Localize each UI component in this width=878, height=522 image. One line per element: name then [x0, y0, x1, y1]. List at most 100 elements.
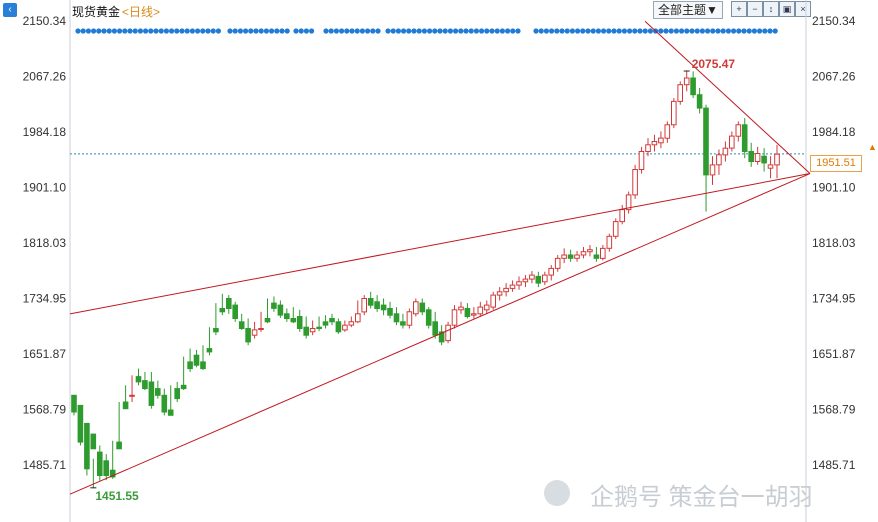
candle-body[interactable] [71, 394, 77, 413]
trendline[interactable] [644, 20, 811, 174]
event-dot[interactable] [243, 28, 249, 34]
event-dot[interactable] [757, 28, 763, 34]
candle-body[interactable] [561, 254, 567, 259]
candle-body[interactable] [458, 306, 464, 311]
event-dot[interactable] [85, 28, 91, 34]
event-dot[interactable] [143, 28, 149, 34]
candle-body[interactable] [413, 301, 419, 315]
event-dot[interactable] [611, 28, 617, 34]
candle-body[interactable] [464, 308, 471, 317]
zoom-out-icon[interactable]: − [747, 1, 763, 17]
event-dot[interactable] [344, 28, 350, 34]
candle-body[interactable] [226, 298, 232, 309]
event-dot[interactable] [96, 28, 102, 34]
event-dot[interactable] [117, 28, 123, 34]
event-dot[interactable] [720, 28, 726, 34]
candle-body[interactable] [651, 141, 658, 146]
event-dot[interactable] [174, 28, 180, 34]
event-dot[interactable] [432, 28, 438, 34]
candle-body[interactable] [567, 254, 574, 259]
event-dot[interactable] [710, 28, 716, 34]
candle-body[interactable] [232, 304, 238, 320]
event-dot[interactable] [442, 28, 448, 34]
event-dot[interactable] [411, 28, 417, 34]
candle-body[interactable] [419, 302, 426, 313]
candle-body[interactable] [438, 331, 445, 343]
period-label[interactable]: <日线> [122, 5, 161, 19]
event-dot[interactable] [122, 28, 128, 34]
candle-body[interactable] [174, 388, 180, 400]
event-dot[interactable] [237, 28, 243, 34]
event-dot[interactable] [463, 28, 469, 34]
candle-body[interactable] [664, 124, 671, 139]
event-dot[interactable] [210, 28, 216, 34]
event-dot[interactable] [248, 28, 254, 34]
event-dot[interactable] [333, 28, 339, 34]
event-dot[interactable] [169, 28, 175, 34]
event-dot[interactable] [258, 28, 264, 34]
event-dot[interactable] [106, 28, 112, 34]
event-dot[interactable] [642, 28, 648, 34]
candle-body[interactable] [483, 304, 490, 311]
zoom-in-icon[interactable]: + [731, 1, 747, 17]
candle-body[interactable] [451, 309, 458, 326]
event-dot[interactable] [621, 28, 628, 34]
event-dot[interactable] [279, 28, 285, 34]
event-dot[interactable] [616, 28, 622, 34]
candle-body[interactable] [142, 380, 148, 390]
event-dot[interactable] [580, 28, 586, 34]
candle-body[interactable] [554, 257, 561, 269]
candle-body[interactable] [342, 324, 348, 331]
candle-body[interactable] [600, 247, 606, 259]
candle-body[interactable] [741, 124, 748, 153]
candle-body[interactable] [258, 328, 264, 330]
event-dot[interactable] [111, 28, 117, 34]
event-dot[interactable] [148, 28, 154, 34]
event-dot[interactable] [80, 28, 86, 34]
event-dot[interactable] [538, 28, 544, 34]
event-dot[interactable] [309, 28, 315, 34]
candle-body[interactable] [477, 306, 484, 315]
candle-body[interactable] [716, 154, 722, 166]
event-dot[interactable] [575, 28, 581, 34]
event-dot[interactable] [663, 28, 669, 34]
candle-body[interactable] [109, 469, 116, 478]
candle-body[interactable] [77, 404, 84, 443]
candle-body[interactable] [284, 313, 290, 319]
candle-body[interactable] [374, 301, 380, 309]
event-dot[interactable] [647, 28, 654, 34]
candle-body[interactable] [522, 278, 529, 283]
event-dot[interactable] [510, 28, 516, 34]
event-dot[interactable] [606, 28, 612, 34]
event-dot[interactable] [303, 28, 309, 34]
event-dot[interactable] [601, 28, 607, 34]
candle-body[interactable] [245, 328, 251, 343]
candle-body[interactable] [754, 153, 761, 162]
candle-body[interactable] [677, 84, 684, 102]
candle-body[interactable] [290, 318, 297, 323]
event-dot[interactable] [479, 28, 485, 34]
event-dot[interactable] [437, 28, 443, 34]
event-dot[interactable] [585, 28, 591, 34]
event-dot[interactable] [163, 28, 169, 34]
event-dot[interactable] [767, 28, 773, 34]
event-dot[interactable] [684, 28, 690, 34]
candle-body[interactable] [774, 153, 780, 166]
trendline[interactable] [69, 173, 811, 495]
candle-body[interactable] [503, 287, 509, 293]
event-dot[interactable] [627, 28, 633, 34]
event-dot[interactable] [658, 28, 664, 34]
event-dot[interactable] [184, 28, 190, 34]
candle-body[interactable] [400, 321, 406, 326]
event-dot[interactable] [554, 28, 560, 34]
candle-body[interactable] [761, 155, 767, 164]
event-dot[interactable] [215, 28, 221, 34]
event-dot[interactable] [137, 28, 143, 34]
event-dot[interactable] [564, 28, 570, 34]
event-dot[interactable] [689, 28, 695, 34]
candle-body[interactable] [722, 147, 729, 156]
candle-body[interactable] [296, 316, 303, 329]
candle-body[interactable] [509, 284, 516, 289]
candle-body[interactable] [355, 313, 361, 323]
